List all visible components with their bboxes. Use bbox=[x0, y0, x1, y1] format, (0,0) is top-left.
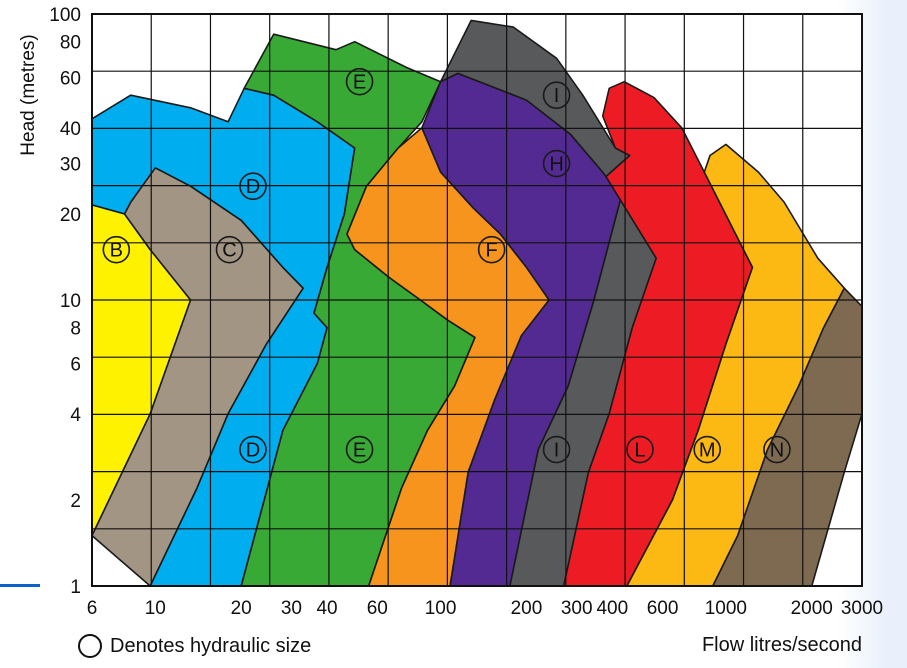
region-label-h: H bbox=[549, 154, 563, 176]
x-tick-label: 200 bbox=[511, 598, 543, 619]
y-axis-title: Head (metres) bbox=[18, 34, 39, 155]
y-tick-label: 2 bbox=[70, 491, 81, 512]
y-tick-label: 30 bbox=[60, 155, 81, 176]
y-tick-label: 40 bbox=[60, 119, 81, 140]
region-label-circle bbox=[239, 172, 267, 200]
y-tick-label: 4 bbox=[70, 405, 81, 426]
x-tick-label: 400 bbox=[596, 598, 628, 619]
x-tick-label: 1000 bbox=[705, 598, 747, 619]
region-label-e: E bbox=[353, 72, 366, 94]
region-label-circle bbox=[693, 435, 721, 464]
x-tick-label: 3000 bbox=[841, 598, 883, 619]
region-label-f: F bbox=[486, 240, 498, 262]
hydraulic-size-circle-icon bbox=[78, 634, 102, 658]
region-label-l: L bbox=[634, 440, 645, 462]
region-label-d: D bbox=[246, 440, 260, 462]
y-tick-label: 80 bbox=[60, 33, 81, 54]
y-tick-label: 100 bbox=[49, 5, 81, 26]
y-tick-label: 6 bbox=[70, 354, 81, 375]
region-label-circle bbox=[542, 81, 571, 110]
region-label-m: M bbox=[699, 440, 716, 462]
x-tick-label: 30 bbox=[281, 598, 302, 619]
region-label-circle bbox=[626, 435, 654, 464]
footnote-text: Denotes hydraulic size bbox=[110, 634, 312, 657]
x-tick-label: 100 bbox=[425, 598, 457, 619]
region-label-i: I bbox=[554, 85, 560, 107]
plot-frame bbox=[91, 13, 863, 587]
region-label-circle bbox=[215, 235, 244, 264]
x-tick-label: 600 bbox=[647, 598, 679, 619]
region-labels-layer: B C D D E E F H I I L M N bbox=[102, 67, 791, 464]
x-axis-title: Flow litres/second bbox=[702, 634, 862, 656]
y-tick-label: 60 bbox=[60, 68, 81, 89]
y-tick-label: 10 bbox=[60, 291, 81, 312]
region-label-c: C bbox=[222, 240, 236, 262]
y-tick-label: 8 bbox=[70, 319, 81, 340]
region-label-circle bbox=[239, 435, 267, 464]
x-tick-label: 60 bbox=[367, 598, 388, 619]
x-tick-label: 6 bbox=[87, 598, 98, 619]
region-label-n: N bbox=[770, 440, 784, 462]
region-label-circle bbox=[345, 435, 374, 464]
y-tick-label: 1 bbox=[70, 577, 81, 598]
region-label-circle bbox=[763, 435, 791, 464]
region-label-d: D bbox=[246, 176, 260, 198]
region-label-i: I bbox=[554, 440, 560, 462]
region-label-circle bbox=[345, 67, 374, 96]
region-label-e: E bbox=[353, 440, 366, 462]
x-tick-label: 10 bbox=[145, 598, 166, 619]
y-tick-label: 20 bbox=[60, 205, 81, 226]
region-label-circle bbox=[102, 235, 131, 264]
region-label-b: B bbox=[110, 240, 123, 262]
x-tick-label: 40 bbox=[316, 598, 337, 619]
axes-layer: 6 10 20 30 40 60 100 200 300 400 600 1000 2000 3000 1 2… bbox=[18, 5, 883, 656]
accent-line bbox=[0, 584, 40, 587]
region-label-circle bbox=[542, 435, 571, 464]
x-tick-label: 20 bbox=[231, 598, 252, 619]
footnote: Denotes hydraulic size bbox=[78, 634, 311, 658]
x-tick-label: 2000 bbox=[791, 598, 833, 619]
region-label-circle bbox=[542, 149, 571, 178]
region-label-circle bbox=[477, 235, 506, 264]
region-n bbox=[711, 287, 863, 587]
x-tick-label: 300 bbox=[561, 598, 593, 619]
